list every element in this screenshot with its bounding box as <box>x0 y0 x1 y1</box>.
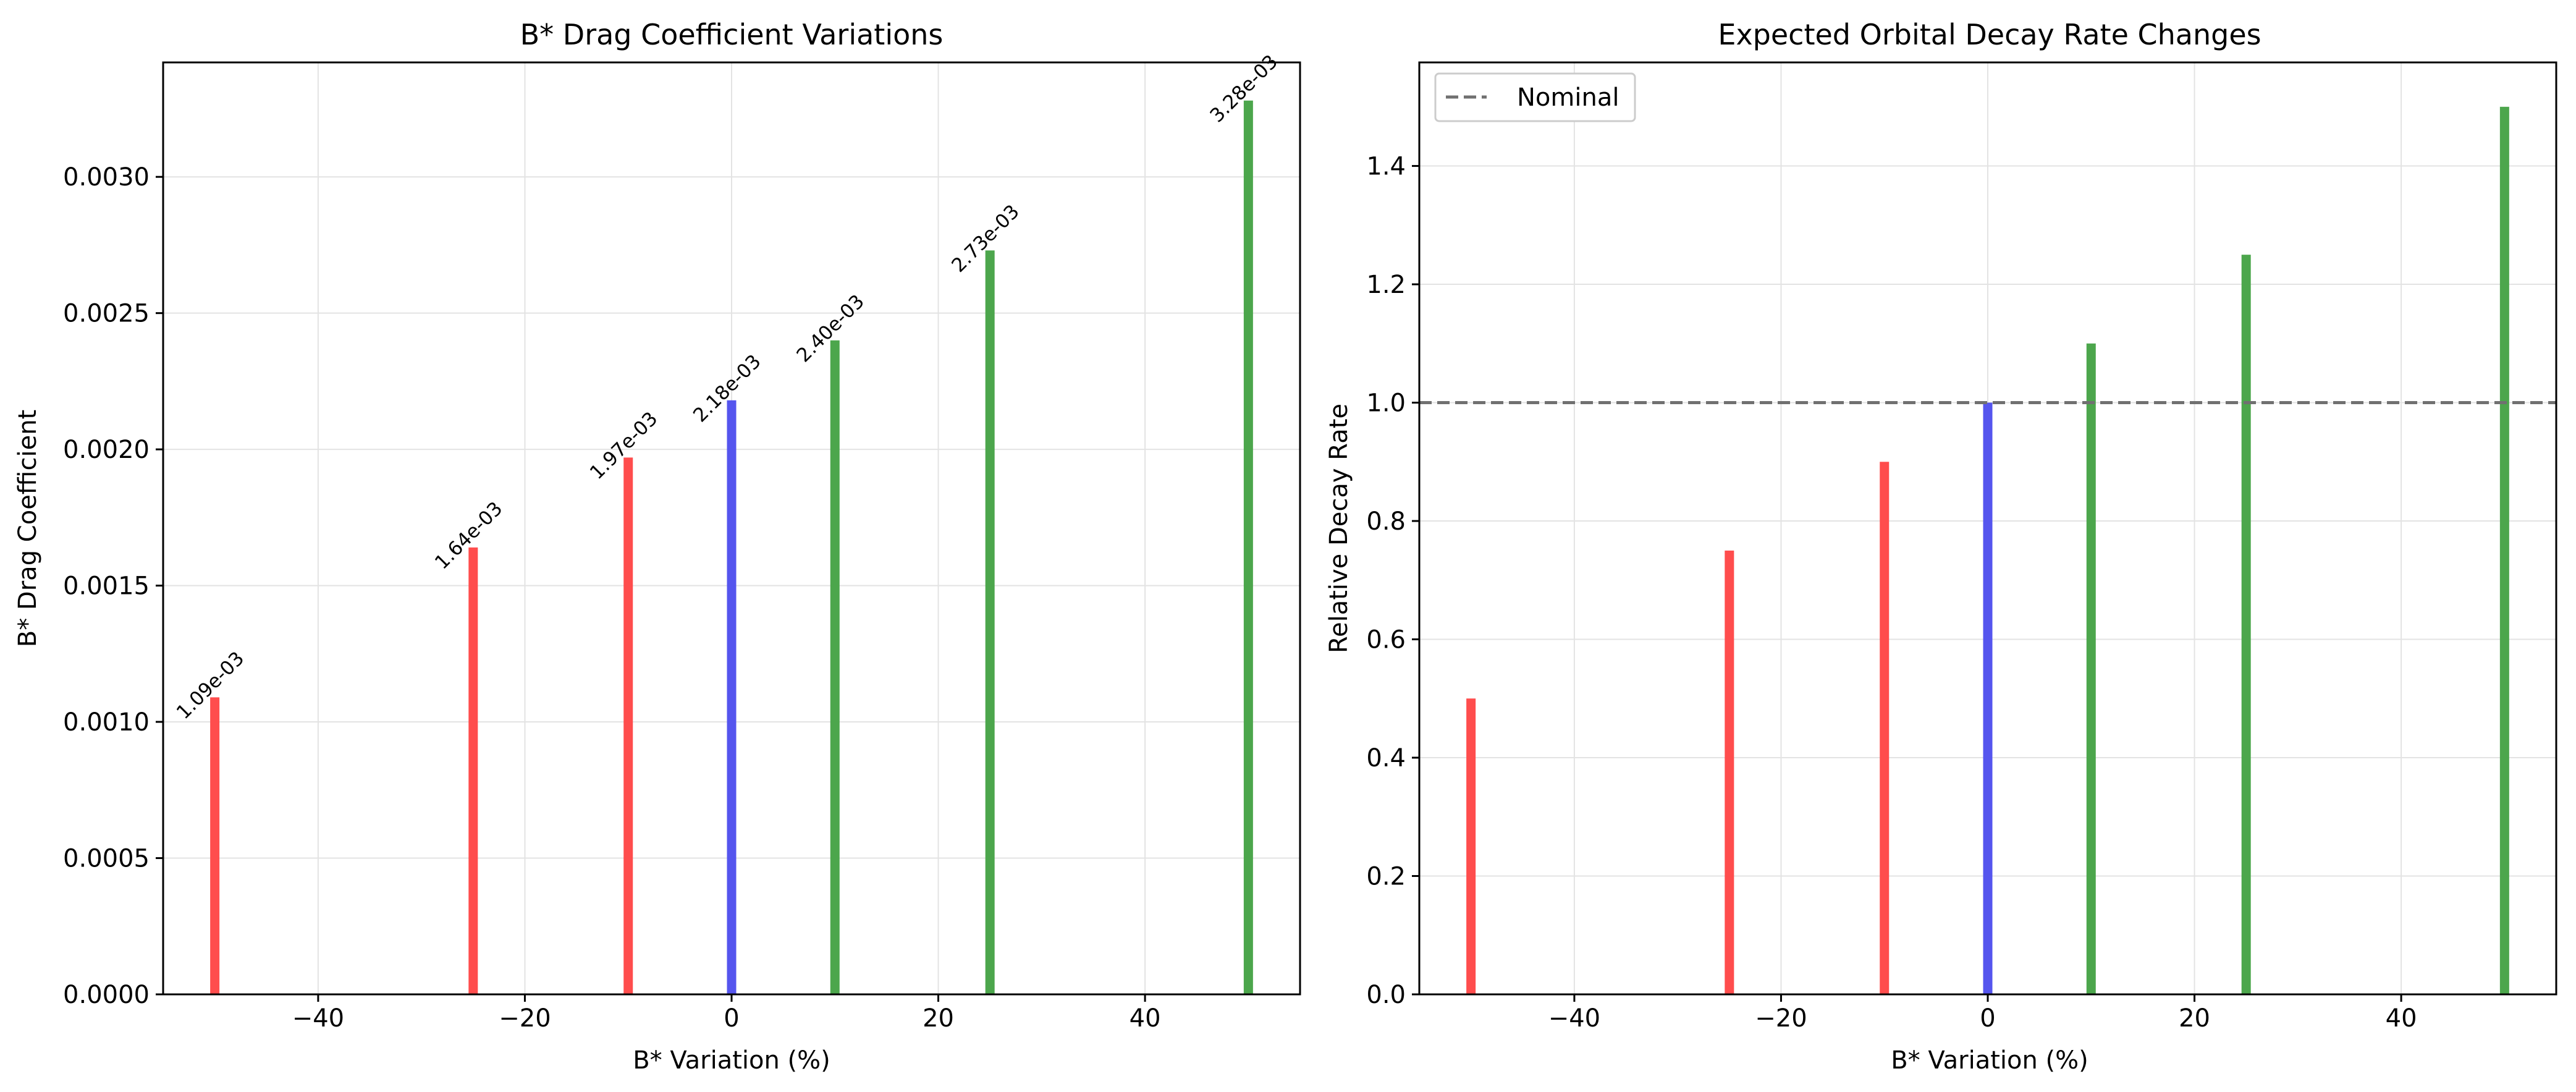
x-tick-label: 20 <box>923 1004 954 1033</box>
y-tick-label: 0.0015 <box>63 572 150 601</box>
bar <box>2241 255 2251 995</box>
bars <box>210 100 1253 995</box>
y-tick-label: 0.0020 <box>63 436 150 464</box>
x-tick-label: 0 <box>1980 1004 1995 1033</box>
y-tick-label: 0.4 <box>1366 744 1406 772</box>
bar <box>2086 343 2096 994</box>
bar <box>1243 100 1253 995</box>
x-tick-label: 20 <box>2179 1004 2210 1033</box>
y-axis-ticks: 0.0 0.2 0.4 0.6 0.8 1.0 1.2 1.4 <box>1366 153 1419 1009</box>
legend-box <box>1434 72 1636 122</box>
bar <box>468 547 478 994</box>
y-tick-label: 0.2 <box>1366 863 1406 891</box>
decay-rate-chart: Expected Orbital Decay Rate Changes −40−… <box>1325 18 2557 1075</box>
y-tick-label: 1.4 <box>1366 153 1406 181</box>
x-tick-label: −20 <box>499 1004 551 1033</box>
chart-title: Expected Orbital Decay Rate Changes <box>1718 18 2261 51</box>
chart-title: B* Drag Coefficient Variations <box>520 18 944 51</box>
bars <box>1466 106 2509 995</box>
y-tick-label: 0.6 <box>1366 626 1406 654</box>
y-tick-label: 0.0025 <box>63 300 150 328</box>
y-axis-label: Relative Decay Rate <box>1325 404 1353 653</box>
legend: Nominal <box>1434 72 1636 122</box>
bar <box>1725 550 1734 994</box>
y-tick-label: 1.0 <box>1366 389 1406 418</box>
bar <box>1880 462 1890 994</box>
bar <box>2499 106 2509 994</box>
bar <box>1466 698 1476 994</box>
x-axis-ticks: −40 −20 0 20 40 <box>1548 994 2417 1033</box>
y-tick-label: 0.8 <box>1366 507 1406 536</box>
x-tick-label: −40 <box>1548 1004 1600 1033</box>
bar <box>1983 402 1993 994</box>
y-tick-label: 0.0 <box>1366 981 1406 1009</box>
x-tick-label: 0 <box>724 1004 739 1033</box>
x-tick-label: 40 <box>2386 1004 2417 1033</box>
bar <box>727 400 737 994</box>
x-axis-ticks: −40 −20 0 20 40 <box>292 994 1161 1033</box>
legend-label-nominal: Nominal <box>1517 83 1619 112</box>
y-tick-label: 1.2 <box>1366 271 1406 299</box>
bar <box>985 250 995 994</box>
x-axis-label: B* Variation (%) <box>633 1046 830 1075</box>
x-tick-label: −40 <box>292 1004 344 1033</box>
y-axis-label: B* Drag Coefficient <box>14 410 42 647</box>
y-tick-label: 0.0010 <box>63 708 150 737</box>
bar <box>830 340 840 994</box>
y-tick-label: 0.0030 <box>63 163 150 192</box>
x-axis-label: B* Variation (%) <box>1891 1046 2088 1075</box>
x-tick-label: 40 <box>1130 1004 1161 1033</box>
bar <box>210 697 220 994</box>
bar <box>623 457 633 994</box>
y-axis-ticks: 0.0000 0.0005 0.0010 0.0015 0.0020 0.0025 0.00… <box>63 163 163 1009</box>
y-tick-label: 0.0005 <box>63 845 150 873</box>
y-tick-label: 0.0000 <box>63 981 150 1009</box>
x-tick-label: −20 <box>1755 1004 1807 1033</box>
